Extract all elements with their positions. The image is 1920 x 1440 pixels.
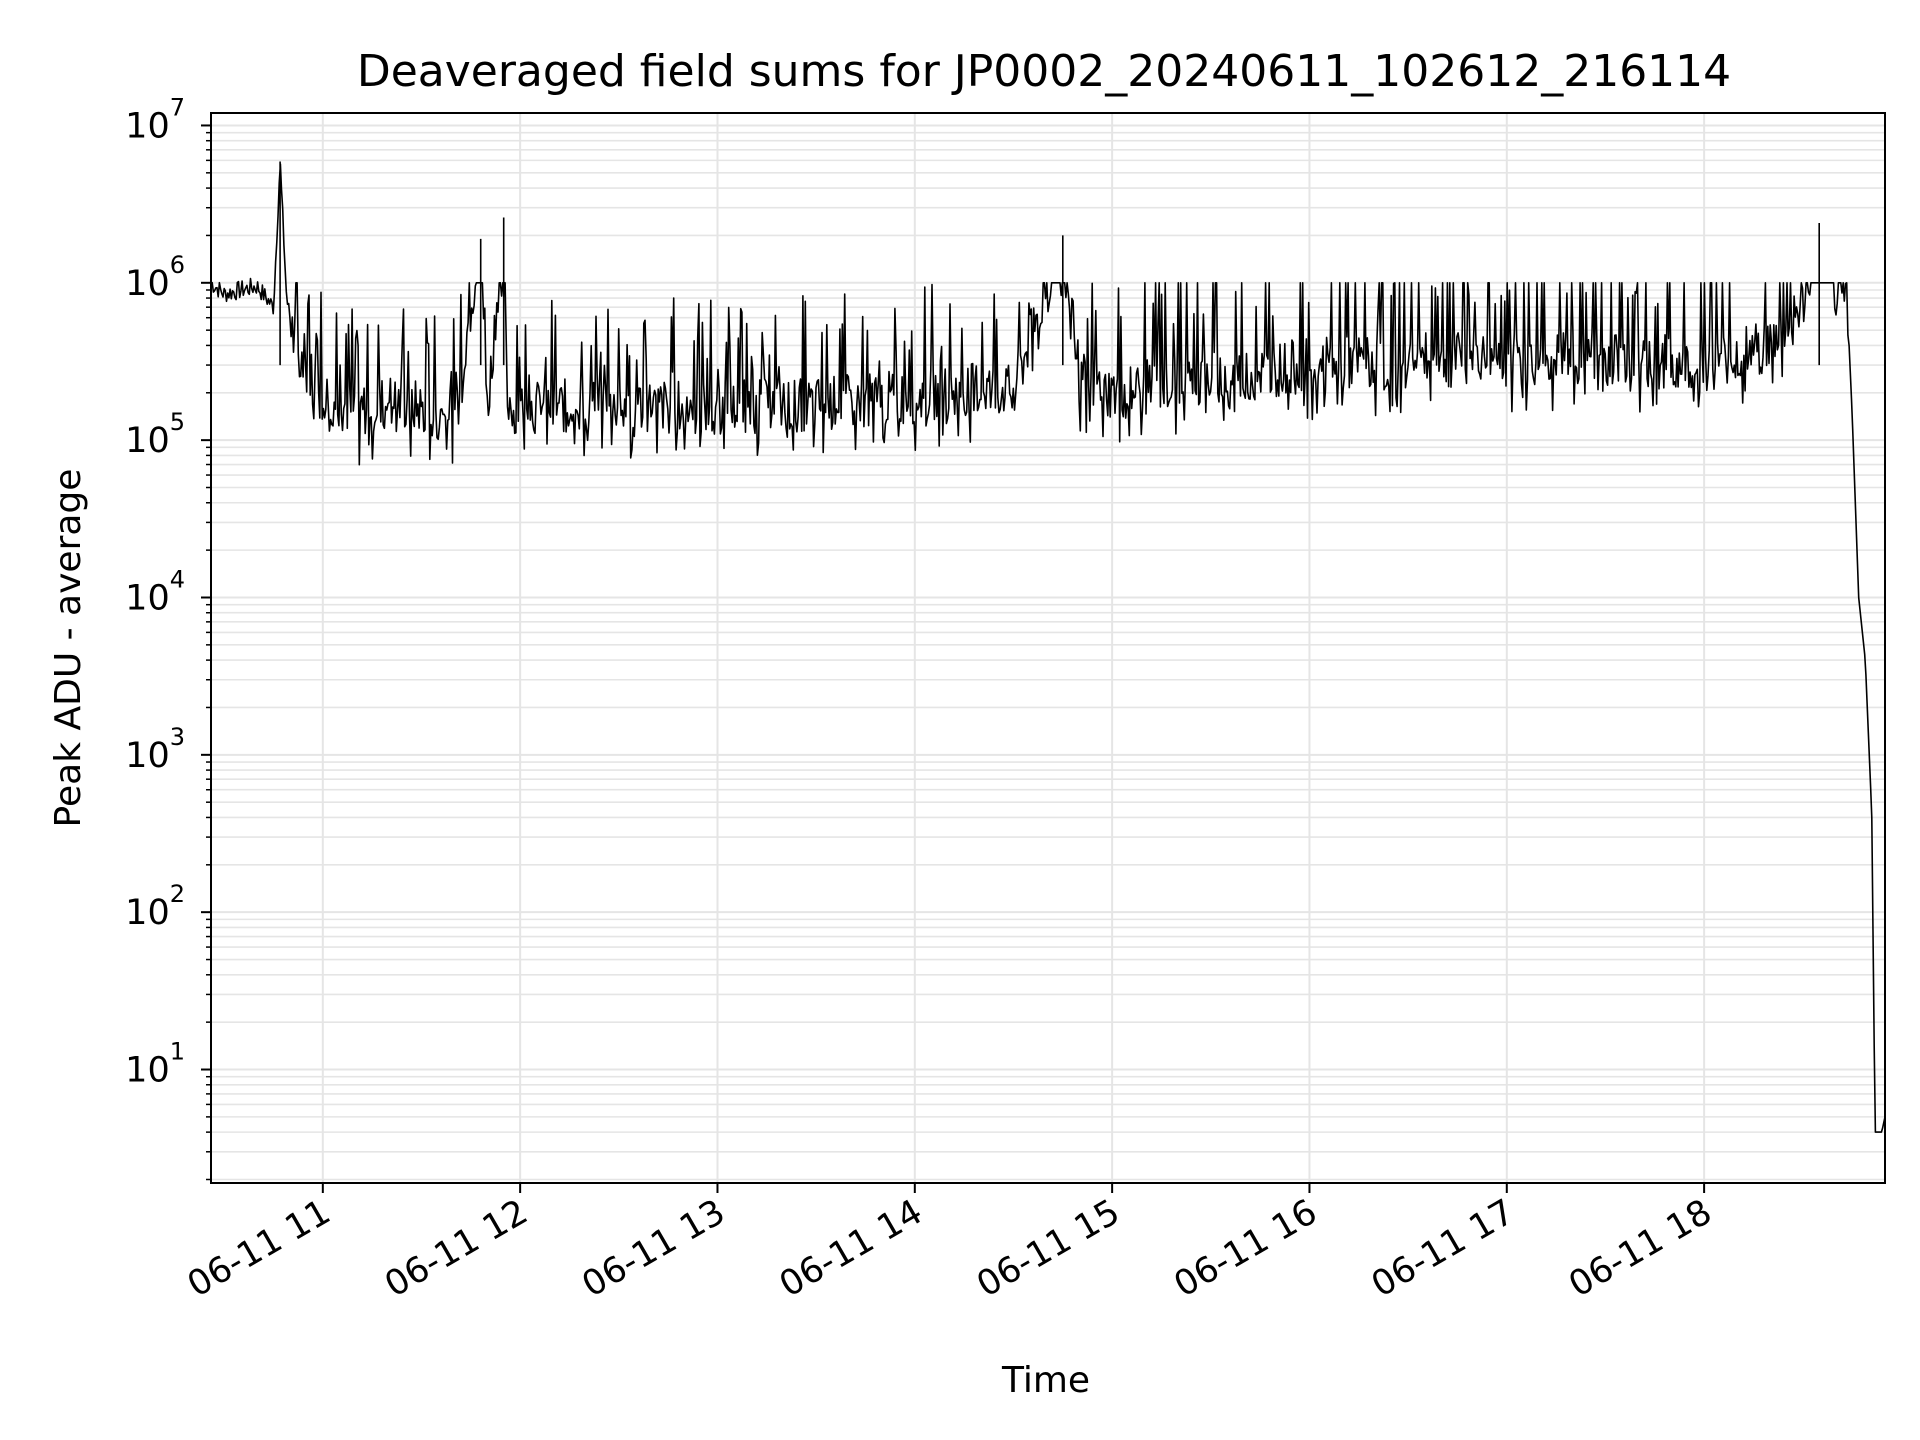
x-axis-label: Time (1001, 1360, 1090, 1401)
y-tick-exponent: 5 (170, 408, 185, 436)
plot-frame (210, 112, 1886, 1184)
y-tick-exponent: 6 (170, 251, 185, 279)
y-tick-label: 101 (125, 1038, 185, 1091)
y-axis-label: Peak ADU - average (48, 469, 89, 828)
y-tick-label: 107 (125, 93, 185, 146)
y-tick-label: 105 (125, 408, 185, 461)
y-tick-exponent: 7 (170, 93, 185, 121)
x-tick-label: 06-11 17 (1365, 1192, 1521, 1305)
x-tick-label: 06-11 18 (1562, 1192, 1718, 1305)
chart-title: Deaveraged field sums for JP0002_2024061… (357, 46, 1731, 97)
x-axis-ticks: 06-11 11 06-11 12 06-11 13 06-11 14 06-11 15… (181, 1183, 1719, 1305)
y-tick-exponent: 1 (170, 1038, 185, 1066)
x-tick-label: 06-11 14 (773, 1192, 929, 1305)
y-tick-label: 104 (125, 565, 185, 618)
y-tick-label: 106 (125, 251, 185, 304)
x-tick-label: 06-11 16 (1168, 1192, 1324, 1305)
series-line (210, 161, 1886, 1133)
x-tick-label: 06-11 12 (378, 1192, 534, 1305)
x-tick-label: 06-11 13 (576, 1192, 732, 1305)
y-tick-exponent: 3 (170, 723, 185, 751)
y-tick-label: 103 (125, 723, 185, 776)
grid (211, 113, 1885, 1183)
y-tick-exponent: 2 (170, 880, 185, 908)
y-tick-label: 102 (125, 880, 185, 933)
x-tick-label: 06-11 15 (970, 1192, 1126, 1305)
y-axis-ticks: 101 102 103 104 105 106 107 (125, 93, 211, 1181)
y-tick-exponent: 4 (170, 565, 185, 593)
x-tick-label: 06-11 11 (181, 1192, 337, 1305)
